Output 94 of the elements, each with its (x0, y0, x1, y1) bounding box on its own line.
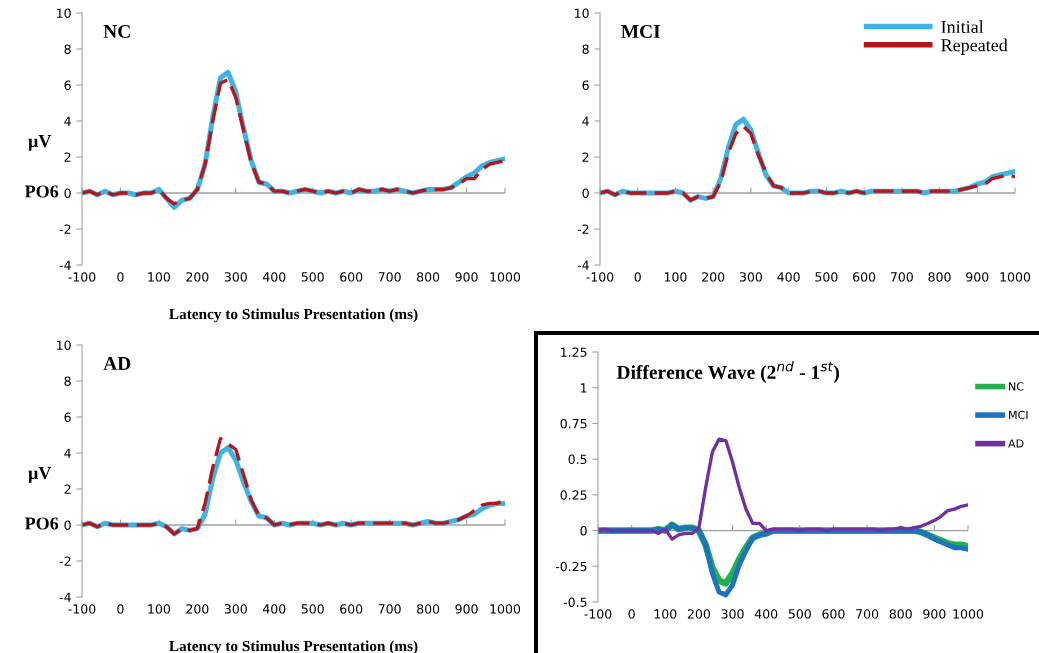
y-tick-label: 0.75 (560, 418, 587, 429)
x-tick-label: 0 (117, 604, 124, 614)
x-tick-label: 100 (148, 604, 171, 614)
x-tick-label: 200 (186, 272, 209, 282)
y-tick-label: 0 (582, 188, 589, 198)
y-tick-label: -0.25 (555, 561, 587, 572)
x-tick-label: 700 (378, 272, 401, 282)
y-tick-label: 6 (64, 80, 71, 90)
x-tick-label: 1000 (490, 272, 521, 282)
x-tick-label: 800 (417, 272, 440, 282)
legend-label: NC (1009, 382, 1024, 391)
x-tick-label: 300 (721, 609, 744, 619)
x-axis-title: Latency to Stimulus Presentation (ms) (169, 308, 418, 323)
y-tick-label: 8 (64, 44, 71, 54)
x-tick-label: 400 (777, 272, 800, 282)
x-tick-label: 1000 (953, 609, 984, 619)
legend-label: AD (1008, 439, 1024, 448)
x-tick-label: 200 (186, 604, 209, 614)
x-tick-label: 400 (754, 609, 778, 619)
y-tick-label: 8 (64, 376, 71, 386)
y-tick-label: 0.5 (568, 454, 587, 465)
y-tick-label: 4 (582, 116, 589, 126)
y-tick-label: -2 (59, 224, 71, 234)
x-tick-label: 600 (822, 609, 845, 619)
y-tick-label: 0 (64, 188, 71, 198)
x-tick-label: 500 (815, 272, 838, 282)
x-tick-label: -100 (584, 609, 612, 619)
x-tick-label: 700 (378, 604, 401, 614)
y-tick-label: 0 (580, 526, 587, 536)
x-tick-label: -100 (586, 272, 614, 282)
x-tick-label: 700 (890, 272, 913, 282)
x-tick-label: 100 (654, 609, 677, 619)
x-tick-label: 800 (928, 272, 951, 282)
y-tick-label: 4 (64, 448, 71, 458)
y-tick-label: 0 (64, 520, 71, 530)
y-tick-label: 0.25 (560, 490, 587, 500)
x-tick-label: 300 (739, 272, 763, 282)
x-tick-label: 800 (417, 604, 440, 614)
x-tick-label: 600 (340, 604, 363, 614)
text: Difference Wave (2$^{nd}$ - 1$^{st}$) (616, 360, 839, 383)
legend-label: MCI (1009, 410, 1028, 420)
y-tick-label: 10 (57, 8, 71, 18)
x-tick-label: 600 (340, 272, 363, 282)
x-tick-label: -100 (68, 272, 96, 282)
x-tick-label: 1000 (490, 604, 521, 614)
text: PO6 (24, 185, 59, 198)
x-tick-label: 400 (262, 604, 286, 614)
x-tick-label: 200 (687, 609, 711, 619)
x-tick-label: 300 (224, 272, 247, 282)
y-tick-label: 4 (64, 116, 71, 126)
x-tick-label: 900 (455, 604, 478, 614)
y-tick-label: -4 (59, 592, 71, 602)
x-tick-label: 0 (117, 272, 124, 282)
x-tick-label: -100 (68, 604, 96, 614)
y-tick-label: -0.5 (563, 597, 587, 607)
y-tick-label: -2 (577, 224, 589, 234)
x-tick-label: 500 (788, 609, 811, 619)
y-tick-label: 1.25 (561, 347, 587, 357)
y-axis-title: µV (28, 135, 52, 151)
x-tick-label: 800 (889, 609, 912, 619)
x-tick-label: 600 (853, 272, 876, 282)
x-tick-label: 0 (634, 272, 641, 282)
y-tick-label: 2 (64, 484, 71, 494)
text: PO6 (24, 517, 59, 530)
y-tick-label: 2 (582, 152, 589, 162)
chart-title: NC (103, 24, 130, 39)
x-tick-label: 0 (628, 609, 635, 619)
y-tick-label: -4 (59, 260, 71, 270)
x-tick-label: 1000 (1000, 272, 1031, 282)
x-tick-label: 500 (301, 272, 324, 282)
y-tick-label: -2 (59, 556, 71, 566)
legend-label: Repeated (941, 38, 1008, 55)
y-tick-label: 1 (581, 383, 587, 393)
y-tick-label: 8 (582, 44, 589, 54)
x-tick-label: 700 (856, 609, 879, 619)
x-tick-label: 200 (702, 272, 725, 282)
x-tick-label: 300 (224, 604, 247, 614)
y-tick-label: 6 (64, 412, 71, 422)
chart-title: MCI (621, 24, 661, 39)
y-tick-label: 10 (57, 340, 71, 350)
chart-title: AD (103, 357, 131, 370)
y-tick-label: 10 (575, 8, 589, 18)
x-tick-label: 100 (664, 272, 687, 282)
x-tick-label: 900 (966, 272, 989, 282)
y-tick-label: 2 (64, 152, 71, 162)
x-tick-label: 400 (262, 272, 286, 282)
x-tick-label: 900 (923, 609, 946, 619)
x-tick-label: 500 (301, 604, 324, 614)
legend-label: Initial (941, 20, 984, 34)
y-tick-label: -4 (577, 260, 589, 270)
x-tick-label: 100 (148, 272, 171, 282)
y-tick-label: 6 (582, 80, 589, 90)
y-axis-title: µV (28, 467, 52, 483)
x-tick-label: 900 (455, 272, 478, 282)
